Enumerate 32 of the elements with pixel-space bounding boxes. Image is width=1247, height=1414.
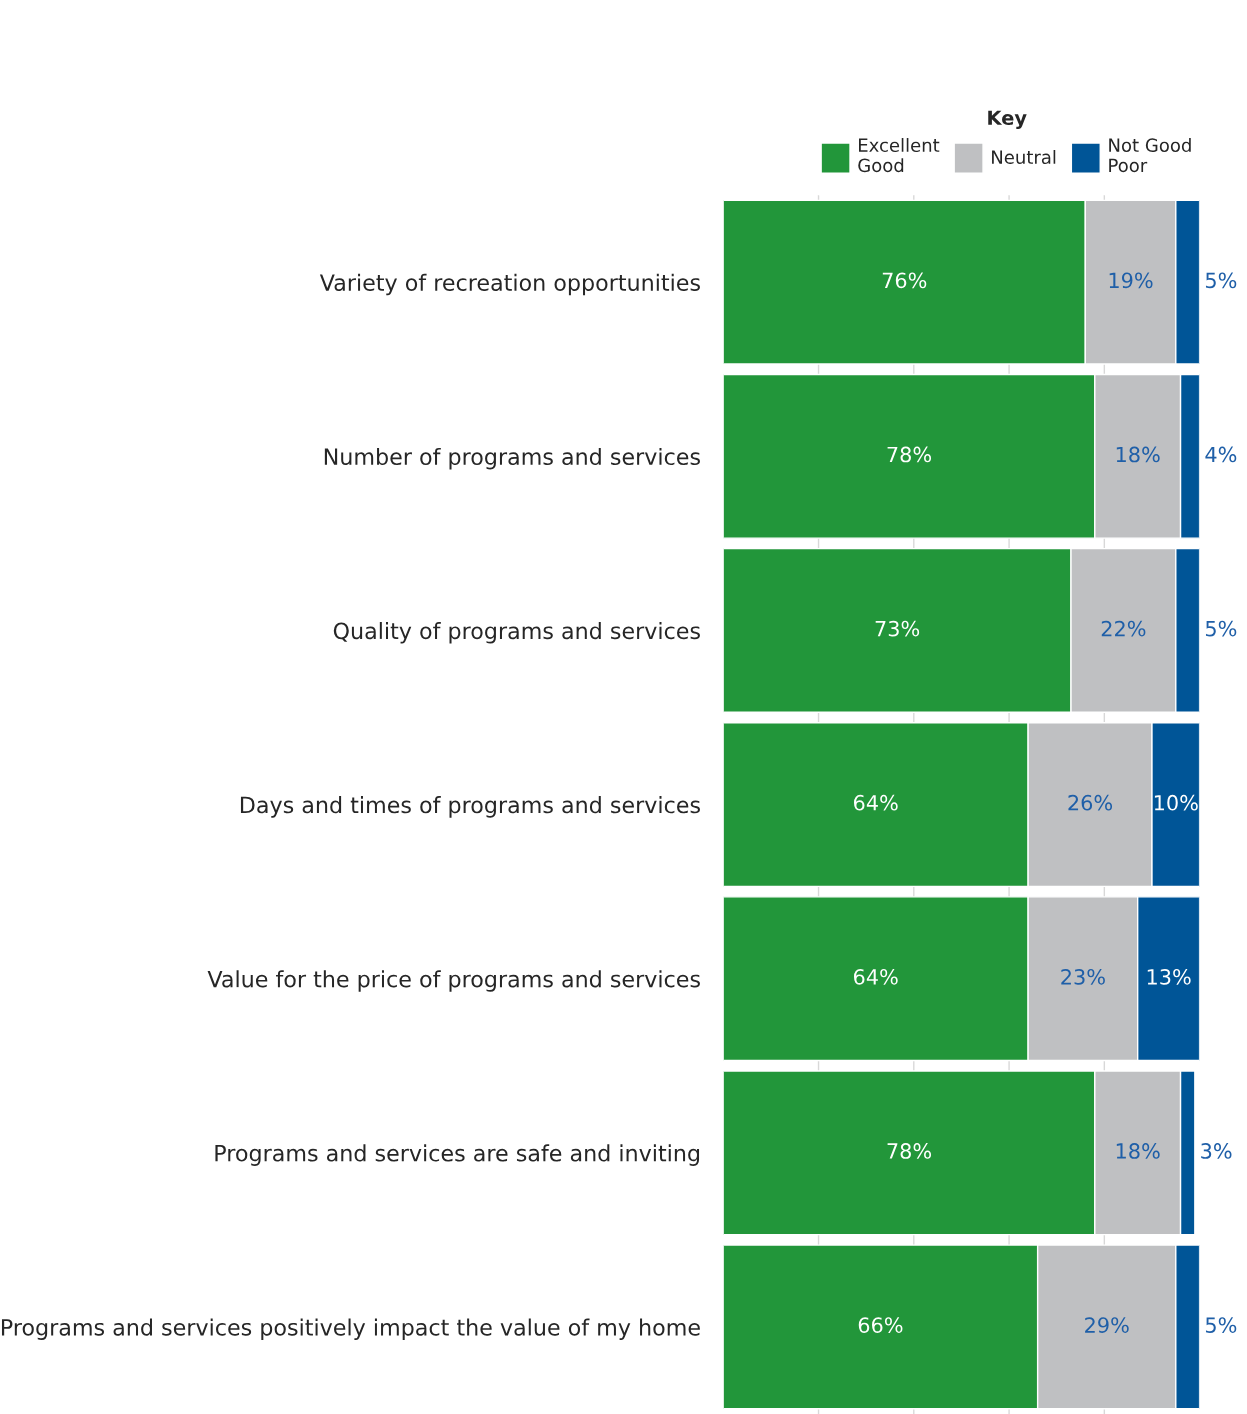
data-label: 4% — [1205, 446, 1237, 463]
legend-label: Neutral — [992, 150, 1056, 164]
data-label: 10% — [1154, 794, 1198, 811]
legend-label: Not Good Poor — [1109, 138, 1191, 173]
data-label: 19% — [1109, 272, 1153, 289]
y-tick-label: Value for the price of programs and services — [207, 970, 700, 992]
legend-label: Excellent Good — [858, 138, 940, 173]
data-label: 64% — [854, 794, 898, 811]
data-label: 66% — [858, 1317, 903, 1333]
legend-title: Key — [988, 110, 1027, 129]
data-label: 18% — [1116, 1143, 1160, 1159]
data-label: 22% — [1101, 620, 1146, 637]
y-tick-label: Number of programs and services — [324, 447, 700, 470]
data-label: 13% — [1147, 968, 1191, 985]
y-tick-label: Programs and services positively impact the value of my home — [1, 1318, 700, 1340]
data-label: 76% — [882, 272, 927, 289]
data-label: 5% — [1205, 1317, 1237, 1333]
data-label: 5% — [1205, 272, 1237, 289]
data-label: 23% — [1061, 968, 1105, 985]
data-label: 73% — [875, 620, 920, 637]
data-label: 64% — [854, 968, 898, 985]
y-tick-label: Days and times of programs and services — [240, 796, 700, 818]
data-label: 29% — [1085, 1317, 1129, 1333]
y-tick-label: Quality of programs and services — [333, 622, 700, 644]
data-label: 78% — [887, 446, 932, 463]
data-label: 18% — [1116, 446, 1160, 463]
y-tick-label: Variety of recreation opportunities — [319, 273, 700, 296]
data-label: 5% — [1205, 620, 1237, 637]
data-label: 3% — [1201, 1143, 1232, 1159]
data-label: 26% — [1068, 794, 1113, 811]
data-label: 78% — [887, 1143, 932, 1159]
y-tick-label: Programs and services are safe and inviting — [215, 1144, 700, 1166]
